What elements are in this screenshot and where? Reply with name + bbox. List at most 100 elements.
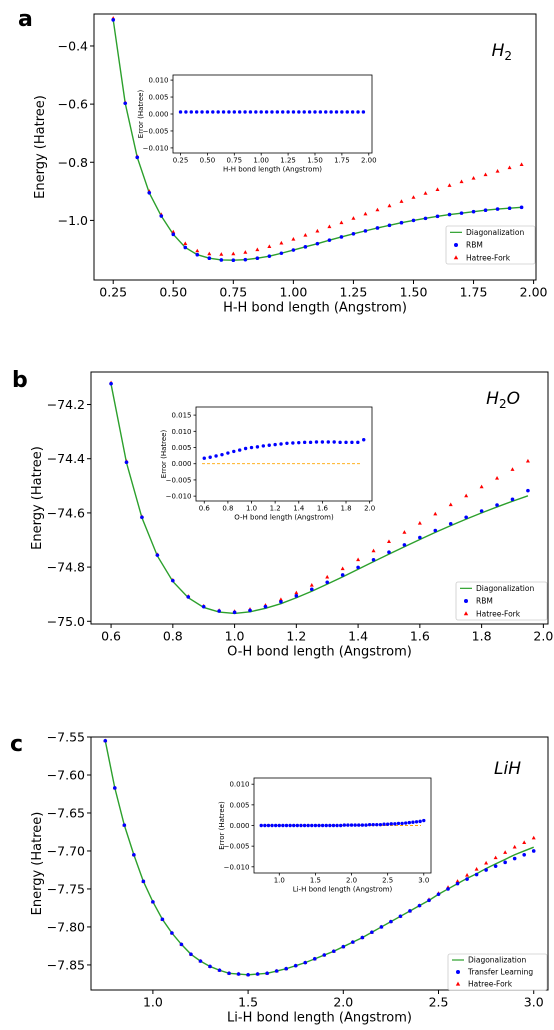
rbm-point [402, 543, 407, 547]
inset-error-point [237, 110, 242, 114]
rbm-point [186, 595, 191, 599]
inset-error-point [238, 448, 242, 452]
rbm-point [408, 909, 412, 913]
rbm-point [341, 944, 346, 949]
hartree-fock-point [363, 211, 368, 216]
inset-x-tick-label: 1.6 [317, 505, 329, 513]
main-x-tick-label: 1.25 [340, 285, 368, 300]
inset-error-point [226, 451, 230, 455]
inset-error-point [302, 823, 307, 828]
main-x-tick-label: 0.25 [99, 285, 127, 300]
inset-error-point [259, 823, 263, 828]
main-x-axis-label: H-H bond length (Angstrom) [223, 301, 407, 316]
main-y-tick-label: −74.8 [47, 560, 85, 575]
rbm-point [387, 550, 391, 554]
rbm-point [227, 971, 231, 976]
inset-error-point [285, 441, 289, 446]
hartree-fock-point [183, 241, 188, 246]
inset-x-tick-label: 1.00 [253, 157, 269, 165]
rbm-point [503, 860, 507, 865]
diagonalization-line [104, 740, 534, 976]
inset-error-point [281, 823, 285, 828]
main-x-tick-label: 1.4 [348, 629, 368, 644]
legend-label: Hatree-Fork [468, 980, 513, 989]
inset-error-point [232, 110, 237, 114]
rbm-point [531, 849, 536, 853]
inset-error-point [216, 110, 220, 114]
rbm-point [479, 509, 484, 513]
inset-error-point [329, 110, 333, 114]
molecule-title: LiH [494, 759, 521, 779]
rbm-point [179, 942, 184, 947]
inset-error-point [407, 820, 412, 825]
hartree-fock-point [525, 458, 530, 463]
hartree-fock-point [483, 172, 488, 177]
rbm-point [360, 935, 365, 940]
rbm-point [418, 535, 422, 540]
rbm-point [147, 190, 152, 195]
inset-error-point [375, 822, 379, 827]
inset-x-tick-label: 1.4 [293, 505, 305, 513]
rbm-point [135, 155, 140, 160]
inset-x-tick-label: 1.25 [280, 157, 296, 165]
inset-plot-frame [172, 74, 373, 154]
rbm-point [459, 211, 464, 215]
inset-y-tick-label: 0.010 [148, 77, 168, 85]
rbm-point [356, 565, 360, 570]
rbm-point [512, 856, 517, 861]
rbm-point [151, 900, 155, 904]
legend-circle-swatch [456, 970, 460, 974]
inset-error-point [334, 110, 339, 114]
inset-error-point [279, 442, 283, 446]
inset-error-point [299, 823, 303, 828]
inset-error-point [382, 822, 386, 826]
rbm-point [219, 258, 224, 262]
inset-y-tick-label: 0.005 [148, 94, 168, 102]
hartree-fock-point [503, 850, 508, 854]
inset-x-tick-label: 2.00 [361, 157, 377, 165]
rbm-point [113, 786, 117, 790]
inset-y-axis-label: Error (Hatree) [137, 90, 145, 139]
inset-error-point [267, 443, 271, 447]
inset-y-tick-label: −0.010 [166, 493, 192, 501]
inset-error-point [389, 822, 393, 826]
rbm-point [315, 241, 320, 246]
hartree-fock-point [351, 216, 356, 220]
inset-y-tick-label: −0.010 [224, 863, 250, 871]
rbm-point [448, 521, 453, 526]
rbm-point [170, 931, 174, 935]
rbm-point [195, 252, 200, 257]
rbm-point [375, 226, 380, 230]
inset-error-point [297, 110, 301, 114]
hartree-fock-point [356, 557, 361, 562]
molecule-title: H2O [486, 389, 520, 411]
inset-x-tick-label: 2.0 [346, 877, 357, 885]
hartree-fock-point [411, 195, 416, 199]
inset-error-point [273, 823, 278, 828]
legend-label: Diagonalization [466, 228, 524, 237]
rbm-point [522, 852, 526, 857]
inset-x-axis-label: Li-H bond length (Angstrom) [293, 886, 393, 894]
hartree-fock-point [465, 873, 470, 877]
rbm-point [309, 587, 314, 592]
inset-y-tick-label: 0.015 [171, 412, 191, 420]
rbm-point [398, 914, 403, 919]
rbm-point [103, 738, 108, 743]
inset-error-point [353, 823, 357, 827]
hartree-fock-point [309, 583, 314, 587]
inset-error-point [313, 110, 317, 114]
rbm-point [293, 963, 298, 968]
inset-error-point [414, 820, 419, 824]
main-x-tick-label: 0.6 [101, 629, 121, 644]
rbm-point [447, 212, 452, 217]
rbm-point [231, 258, 236, 263]
inset-plot-frame [195, 406, 373, 502]
rbm-point [411, 218, 416, 223]
inset-y-tick-label: 0.010 [229, 781, 249, 789]
inset-error-point [314, 440, 319, 444]
main-x-tick-label: 1.75 [460, 285, 488, 300]
hartree-fock-point [291, 237, 296, 241]
panel-b: b 0.6 0.8 1.0 1.2 1.4 1.6 1.8 2.0 −74.2 −74.4 −74.6… [12, 368, 553, 660]
inset-error-point [291, 441, 295, 445]
legend-box [447, 953, 548, 991]
